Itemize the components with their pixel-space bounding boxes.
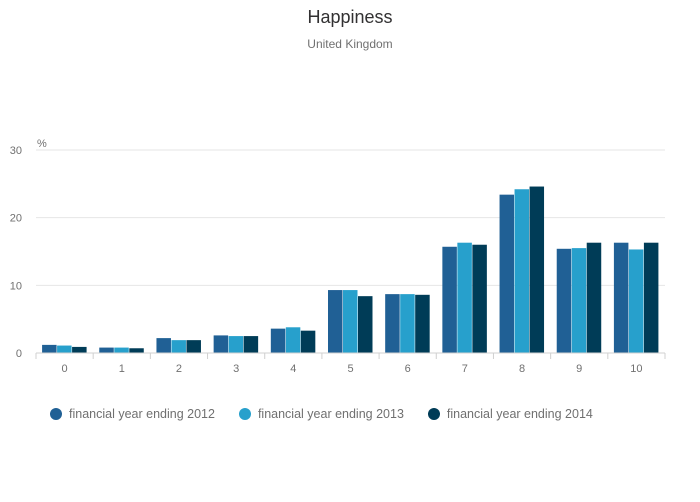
x-tick-label: 6	[405, 363, 411, 375]
bar	[400, 294, 415, 353]
bar	[114, 347, 129, 353]
bar	[243, 336, 259, 353]
x-tick-label: 5	[347, 363, 353, 375]
legend-swatch-icon	[427, 408, 440, 420]
y-tick-label: 20	[10, 213, 22, 225]
bar	[358, 296, 373, 353]
bar	[442, 246, 457, 353]
bar	[228, 336, 244, 353]
x-tick-label: 4	[290, 363, 296, 375]
bar	[57, 345, 72, 353]
bar	[628, 249, 644, 353]
bar	[99, 347, 114, 353]
bar	[285, 327, 301, 353]
bar-chart: 0 10 20 30% 0 1 2 3 4 5 6 7 8 9 10	[10, 138, 666, 375]
x-tick-label: 3	[233, 363, 239, 375]
x-tick-label: 2	[176, 363, 182, 375]
legend-item[interactable]: financial year ending 2013	[238, 407, 404, 421]
legend-item[interactable]: financial year ending 2012	[50, 407, 215, 421]
bar	[129, 348, 144, 353]
bar	[72, 346, 87, 353]
bar	[499, 194, 515, 353]
x-tick-label: 10	[630, 363, 642, 375]
x-tick-label: 9	[576, 363, 582, 375]
bar	[156, 338, 171, 353]
bar	[42, 344, 57, 353]
x-tick-label: 0	[62, 363, 68, 375]
legend-label: financial year ending 2012	[69, 407, 215, 421]
bar	[472, 244, 487, 353]
y-tick-label: 10	[10, 280, 22, 292]
bar	[529, 186, 545, 353]
x-tick-label: 8	[519, 363, 525, 375]
bar	[571, 248, 587, 353]
bar	[514, 189, 530, 353]
bar	[556, 248, 572, 353]
axes: 0 10 20 30% 0 1 2 3 4 5 6 7 8 9 10	[10, 138, 666, 375]
legend-item[interactable]: financial year ending 2014	[427, 407, 593, 421]
legend-label: financial year ending 2014	[446, 407, 593, 421]
bar	[343, 290, 358, 353]
bar	[186, 340, 201, 353]
y-axis-label: %	[37, 138, 47, 150]
legend-label: financial year ending 2013	[257, 407, 404, 421]
bar	[213, 335, 229, 353]
bar	[270, 328, 286, 353]
bar	[586, 242, 602, 353]
bar	[415, 294, 430, 353]
y-tick-label: 0	[16, 348, 22, 360]
x-tick-label: 1	[119, 363, 125, 375]
bar	[457, 242, 472, 353]
bar	[171, 340, 186, 353]
bar	[613, 242, 629, 353]
bar	[300, 330, 316, 353]
y-tick-label: 30	[10, 145, 22, 157]
bar	[328, 290, 343, 353]
chart-subtitle: United Kingdom	[307, 37, 393, 51]
legend-swatch-icon	[50, 408, 62, 420]
legend: financial year ending 2012 financial year…	[50, 407, 593, 421]
legend-swatch-icon	[238, 408, 251, 420]
x-tick-label: 7	[462, 363, 468, 375]
bar	[643, 242, 659, 353]
bar	[385, 294, 400, 353]
chart-title: Happiness	[307, 7, 393, 27]
bars	[42, 186, 659, 353]
